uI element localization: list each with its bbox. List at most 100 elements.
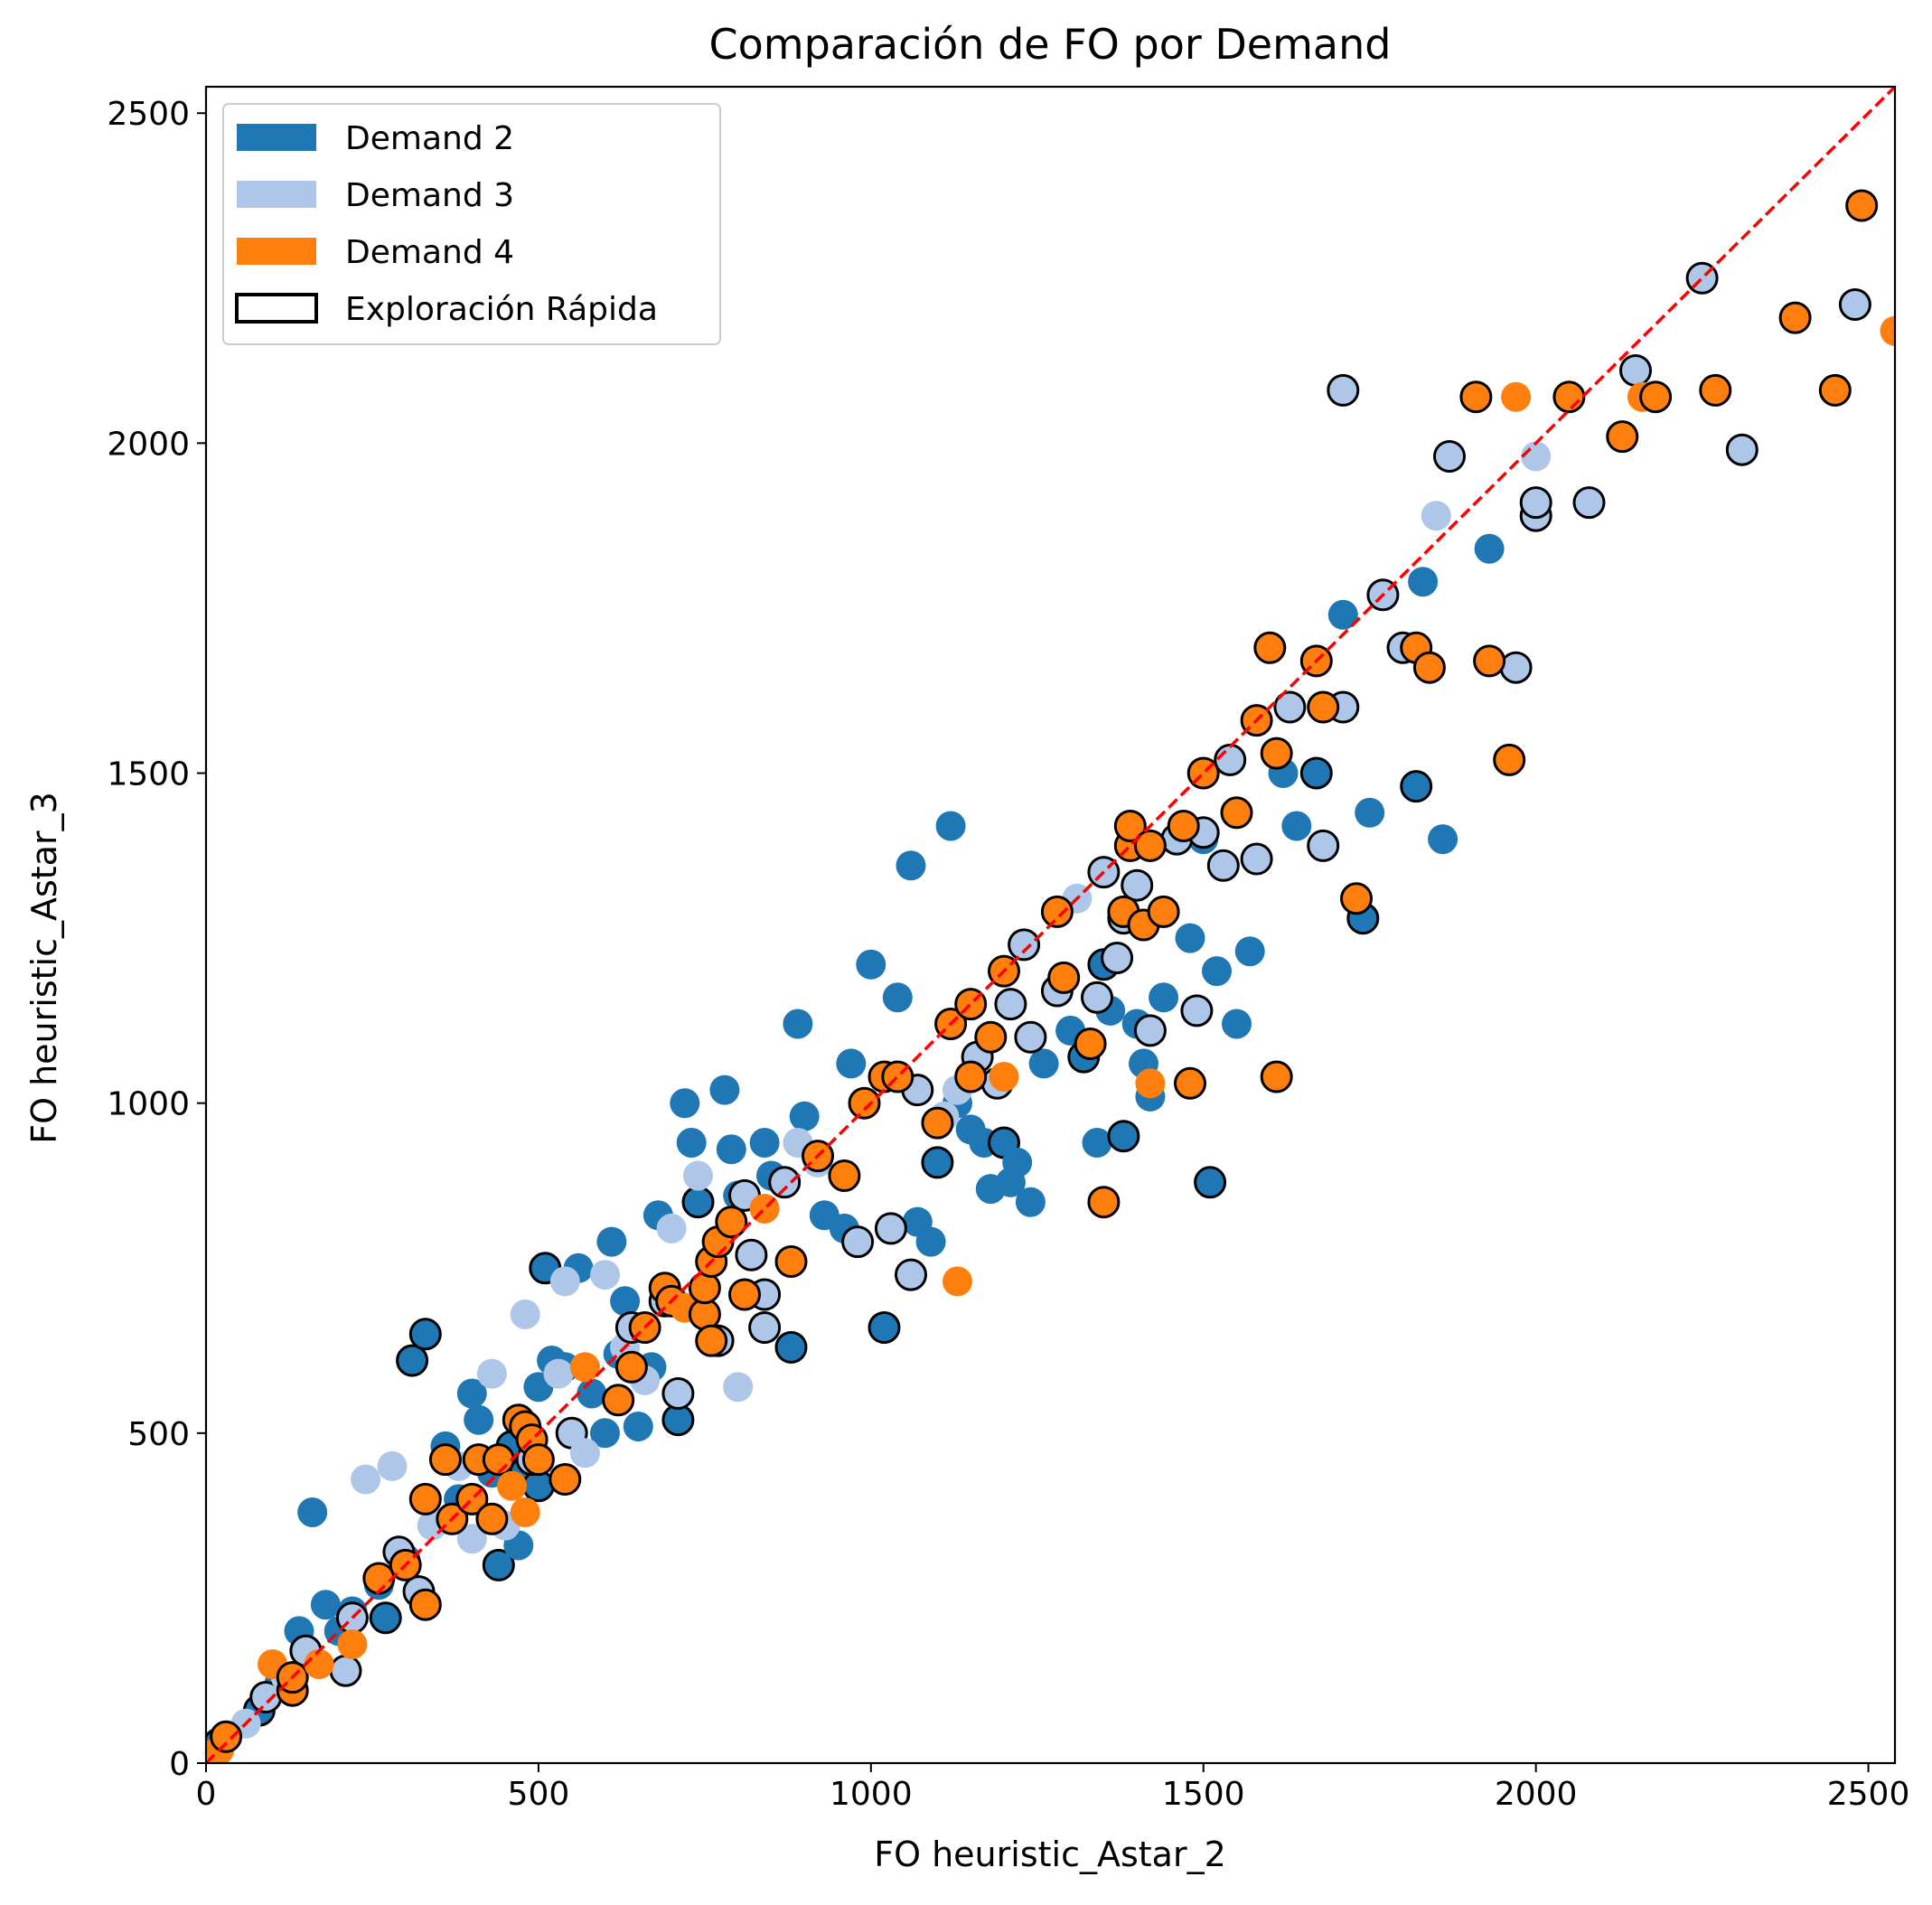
x-tick-label: 2500 (1827, 1776, 1910, 1813)
data-point (954, 1060, 988, 1093)
data-point (681, 1186, 715, 1219)
data-point (408, 1318, 442, 1351)
data-point (1519, 486, 1552, 520)
data-point (1725, 433, 1758, 466)
data-point (1194, 1166, 1227, 1199)
legend-label: Exploración Rápida (345, 291, 658, 328)
data-point (569, 1438, 600, 1469)
data-point (1355, 797, 1385, 828)
legend-label: Demand 2 (345, 120, 514, 157)
data-point (1133, 829, 1167, 862)
data-point (1087, 1186, 1121, 1219)
y-tick-label: 1000 (107, 1086, 190, 1123)
data-point (310, 1590, 341, 1620)
data-point (1015, 1187, 1046, 1217)
data-point (1838, 288, 1871, 321)
data-point (848, 1086, 881, 1120)
data-point (1340, 882, 1373, 915)
data-point (994, 988, 1027, 1021)
data-point (623, 1412, 653, 1441)
data-point (1174, 1066, 1206, 1100)
axes: 0 500 1000 1500 2000 2500 0 500 1000 1500 2000 2500 (107, 85, 1910, 1813)
data-point (602, 1384, 635, 1417)
data-point (1220, 796, 1253, 830)
data-point (329, 1654, 362, 1687)
data-point (510, 1497, 540, 1527)
data-point (369, 1601, 402, 1635)
legend-swatch (235, 293, 318, 324)
data-point (1081, 981, 1113, 1014)
data-point (789, 1101, 820, 1131)
data-point (1014, 1020, 1047, 1054)
data-point (476, 1358, 507, 1389)
data-point (1074, 1028, 1107, 1060)
data-point (482, 1548, 515, 1581)
x-axis-label: FO heuristic_Astar_2 (874, 1835, 1226, 1874)
data-point (1327, 599, 1358, 630)
data-point (1234, 936, 1265, 967)
data-point (895, 1258, 927, 1291)
series-3 (206, 189, 1895, 1763)
data-point (1474, 533, 1505, 564)
data-point (1175, 923, 1205, 953)
data-point (1214, 743, 1247, 776)
data-point (297, 1497, 328, 1527)
data-point (456, 1378, 487, 1409)
y-tick-label: 2500 (107, 96, 190, 133)
x-tick-label: 1000 (830, 1776, 913, 1813)
legend-swatch (237, 124, 316, 151)
data-point (670, 1088, 700, 1119)
data-point (1499, 651, 1533, 684)
y-axis-label: FO heuristic_Astar_3 (24, 792, 64, 1144)
legend-swatch (237, 238, 316, 265)
data-point (1473, 644, 1506, 678)
data-point (1101, 942, 1134, 974)
data-point (408, 1482, 442, 1516)
data-point (428, 1443, 462, 1477)
data-point (1880, 315, 1895, 346)
data-point (1202, 956, 1232, 987)
data-point (1240, 842, 1273, 876)
x-tick-label: 0 (196, 1776, 217, 1813)
data-point (656, 1213, 687, 1243)
data-point (723, 1372, 754, 1403)
data-point (1206, 849, 1240, 882)
x-tick-label: 2000 (1495, 1776, 1578, 1813)
data-point (543, 1358, 574, 1389)
data-point (716, 1134, 746, 1165)
data-point (774, 1330, 808, 1364)
data-point (590, 1260, 620, 1290)
identity-reference-line (206, 87, 1895, 1763)
y-tick-label: 2000 (107, 426, 190, 463)
data-point (475, 1502, 509, 1535)
data-point (921, 1106, 954, 1140)
data-point (1260, 737, 1293, 770)
data-point (610, 1286, 641, 1317)
data-point (1002, 1147, 1033, 1178)
data-point (1428, 824, 1458, 855)
reference-line-group (206, 87, 1895, 1763)
data-point (1281, 811, 1312, 841)
data-point (1299, 756, 1333, 790)
data-point (728, 1278, 761, 1311)
legend-box (222, 103, 721, 345)
data-point (497, 1470, 527, 1501)
data-point (464, 1404, 494, 1435)
data-point (836, 1048, 867, 1079)
data-point (1521, 441, 1552, 472)
chart-title: Comparación de FO por Demand (709, 20, 1392, 69)
data-point (304, 1649, 334, 1679)
data-point (1493, 743, 1526, 776)
data-point (1572, 486, 1606, 520)
data-point (768, 1166, 802, 1199)
data-point (1149, 982, 1179, 1013)
x-tick-label: 500 (508, 1776, 570, 1813)
data-point (841, 1225, 875, 1259)
data-point (569, 1352, 600, 1383)
data-point (1135, 1068, 1166, 1099)
data-point (1552, 380, 1586, 414)
data-point (661, 1377, 695, 1410)
data-point (1307, 829, 1340, 862)
data-point (1639, 380, 1673, 414)
